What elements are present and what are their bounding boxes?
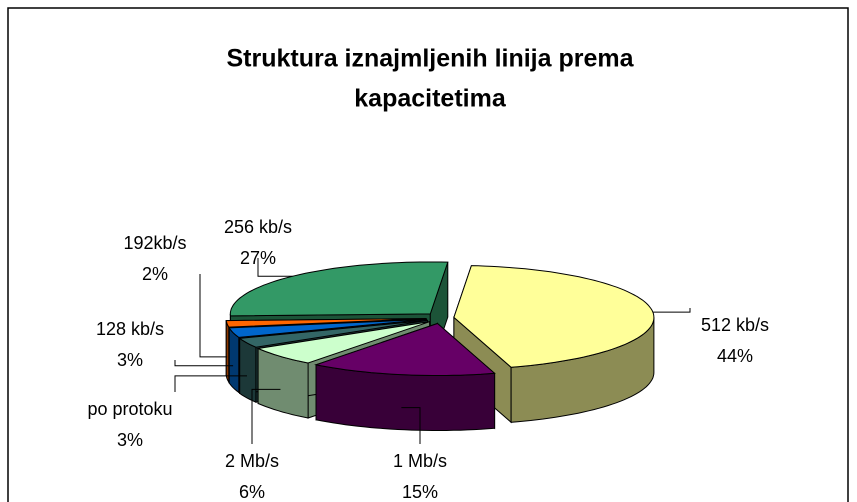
- data-label-name: 512 kb/s: [701, 315, 769, 335]
- slice: [314, 322, 496, 431]
- data-label-value: 2%: [142, 264, 168, 284]
- data-label-value: 27%: [240, 248, 276, 268]
- data-label-name: 2 Mb/s: [225, 451, 279, 471]
- data-label-name: po protoku: [87, 399, 172, 419]
- data-label-name: 1 Mb/s: [393, 451, 447, 471]
- leader-line: [251, 388, 281, 444]
- data-label-name: 128 kb/s: [96, 319, 164, 339]
- leader-line: [401, 407, 421, 444]
- data-label-name: 256 kb/s: [224, 217, 292, 237]
- data-label-name: 192kb/s: [123, 233, 186, 253]
- data-label-value: 3%: [117, 430, 143, 450]
- slice-side: [228, 326, 240, 394]
- slice: [453, 265, 655, 368]
- slice-side: [225, 320, 230, 384]
- data-label-value: 3%: [117, 350, 143, 370]
- slice: [453, 265, 655, 424]
- leader-line: [174, 360, 234, 367]
- data-label-value: 15%: [402, 482, 438, 502]
- slice: [238, 319, 428, 348]
- leader-line: [199, 274, 228, 358]
- data-label-value: 44%: [717, 346, 753, 366]
- leader-line: [174, 375, 248, 392]
- slice: [256, 321, 430, 364]
- slice: [228, 318, 427, 338]
- leader-line: [652, 308, 691, 313]
- slice-side: [239, 337, 257, 403]
- chart-title: kapacitetima: [354, 85, 507, 113]
- chart-title: Struktura iznajmljenih linija prema: [226, 45, 634, 73]
- leader-line: [257, 258, 293, 277]
- slice: [314, 322, 496, 376]
- data-label-value: 6%: [239, 482, 265, 502]
